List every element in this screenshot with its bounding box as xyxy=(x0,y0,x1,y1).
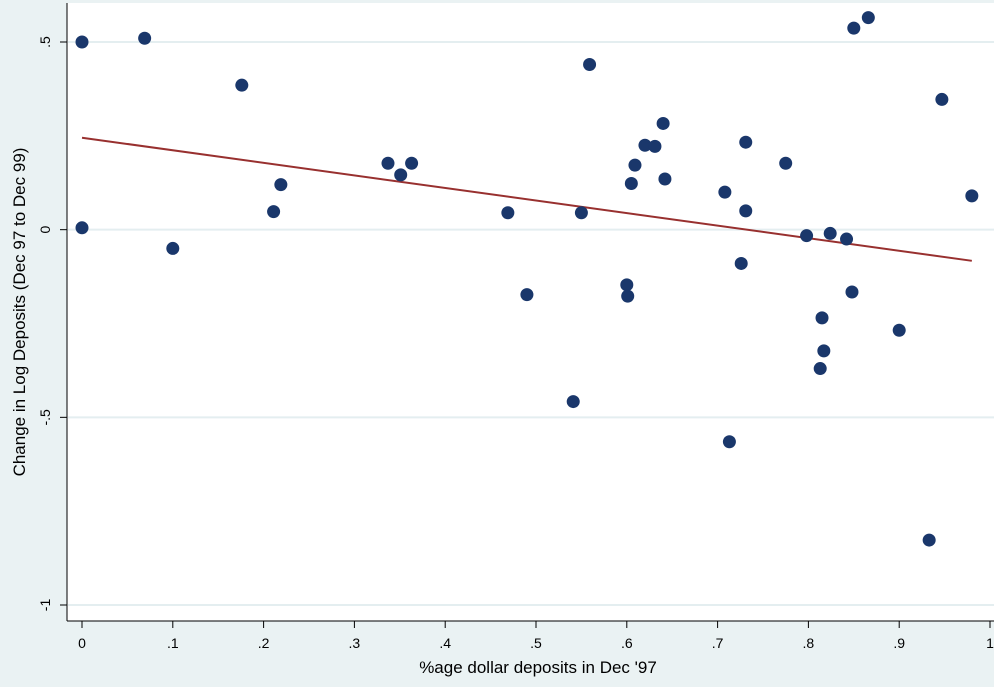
data-point xyxy=(166,241,180,255)
data-point xyxy=(75,35,89,49)
x-axis-label: %age dollar deposits in Dec '97 xyxy=(419,658,657,677)
gridlines xyxy=(68,41,994,606)
data-point xyxy=(813,362,827,376)
plot-area xyxy=(67,3,994,621)
data-point xyxy=(566,395,580,409)
data-point xyxy=(638,138,652,152)
x-tick-label: .6 xyxy=(621,635,633,651)
data-point xyxy=(800,229,814,243)
data-point xyxy=(734,256,748,270)
data-point xyxy=(965,189,979,203)
data-point xyxy=(658,172,672,186)
data-point xyxy=(620,278,634,292)
data-point xyxy=(624,177,638,191)
data-point xyxy=(845,285,859,299)
x-tick-label: 0 xyxy=(78,635,86,651)
x-tick-label: .4 xyxy=(439,635,451,651)
data-point xyxy=(583,58,597,72)
data-point xyxy=(394,168,408,182)
data-point xyxy=(718,185,732,199)
data-point xyxy=(823,226,837,240)
data-point xyxy=(574,206,588,220)
fitted-line-layer xyxy=(81,136,972,262)
x-axis-ticks: 0 .1 .2 .3 .4 .5 .6 .7 .8 .9 1 xyxy=(78,621,994,651)
data-point xyxy=(892,323,906,337)
data-point xyxy=(722,435,736,449)
y-axis-label: Change in Log Deposits (Dec 97 to Dec 99… xyxy=(10,148,29,477)
data-point xyxy=(138,31,152,45)
data-point xyxy=(847,21,861,35)
x-tick-label: .9 xyxy=(893,635,905,651)
data-point xyxy=(621,289,635,303)
data-point xyxy=(779,156,793,170)
data-point xyxy=(922,533,936,547)
data-point xyxy=(274,178,288,192)
data-point xyxy=(648,139,662,153)
x-tick-label: .2 xyxy=(258,635,270,651)
y-tick-label: 0 xyxy=(37,226,53,234)
data-point xyxy=(628,158,642,172)
x-tick-label: .5 xyxy=(530,635,542,651)
x-tick-label: 1 xyxy=(986,635,994,651)
data-point xyxy=(656,116,670,130)
x-tick-label: .8 xyxy=(803,635,815,651)
data-point xyxy=(861,11,875,25)
y-axis-ticks: .5 0 -.5 -1 xyxy=(37,36,67,611)
data-point xyxy=(840,232,854,246)
data-point xyxy=(520,288,534,302)
y-tick-label: -.5 xyxy=(37,409,53,426)
data-point xyxy=(381,156,395,170)
data-point xyxy=(815,311,829,325)
data-point xyxy=(501,206,515,220)
x-tick-label: .1 xyxy=(167,635,179,651)
points-layer xyxy=(75,11,979,547)
y-tick-label: -1 xyxy=(37,599,53,612)
data-point xyxy=(267,205,281,219)
data-point xyxy=(935,92,949,106)
data-point xyxy=(739,135,753,149)
data-point xyxy=(405,156,419,170)
fitted-line xyxy=(81,136,972,262)
y-tick-label: .5 xyxy=(37,36,53,48)
data-point xyxy=(235,78,249,92)
x-tick-label: .3 xyxy=(349,635,361,651)
data-point xyxy=(75,221,89,235)
x-tick-label: .7 xyxy=(712,635,724,651)
data-point xyxy=(817,344,831,358)
data-point xyxy=(739,204,753,218)
